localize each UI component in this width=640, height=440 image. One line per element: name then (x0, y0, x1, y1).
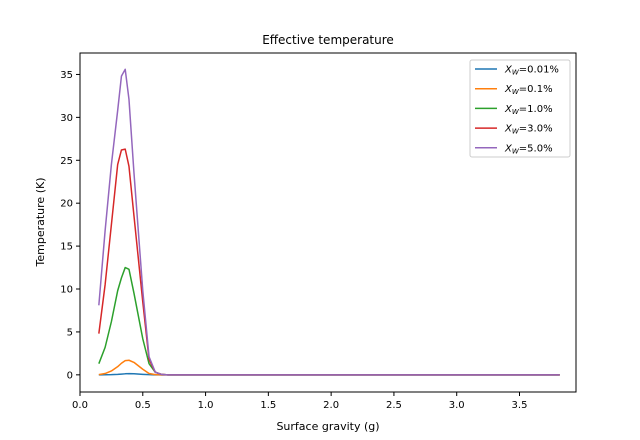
legend-label-symbol: X (504, 84, 513, 95)
legend-entry: XW=3.0% (475, 124, 553, 136)
x-tick-label: 3.5 (512, 400, 528, 411)
legend-label-symbol: X (504, 124, 513, 135)
legend-label: XW=5.0% (504, 143, 553, 155)
x-tick-label: 1.0 (198, 400, 214, 411)
y-tick-label: 20 (60, 199, 73, 210)
y-axis: 0 5 10 15 20 25 30 35 (60, 70, 80, 381)
x-tick-label: 1.5 (260, 400, 276, 411)
x-tick-label: 3.0 (449, 400, 465, 411)
legend-label-symbol: X (504, 65, 513, 76)
chart-title: Effective temperature (262, 33, 394, 47)
legend-entry: XW=1.0% (475, 104, 553, 116)
y-tick-label: 5 (67, 327, 73, 338)
y-axis-label: Temperature (K) (34, 178, 47, 268)
legend-label-value: =5.0% (519, 143, 553, 154)
y-tick-label: 15 (60, 242, 73, 253)
x-axis: 0.0 0.5 1.0 1.5 2.0 2.5 3.0 3.5 (72, 392, 527, 411)
x-tick-label: 2.0 (323, 400, 339, 411)
legend-box (469, 59, 571, 158)
legend-label-subscript: W (512, 128, 520, 136)
legend-label-value: =0.1% (519, 84, 553, 95)
x-tick-label: 0.5 (135, 400, 151, 411)
axes-frame (79, 52, 577, 393)
legend-label: XW=0.1% (504, 84, 553, 96)
legend-label-subscript: W (512, 147, 520, 155)
series-line (98, 68, 560, 376)
x-tick-label: 0.0 (72, 400, 88, 411)
y-tick-label: 25 (60, 156, 73, 167)
y-tick-label: 10 (60, 285, 73, 296)
legend-label: XW=0.01% (504, 65, 559, 77)
legend-label-value: =0.01% (519, 65, 559, 76)
legend-label-subscript: W (512, 88, 520, 96)
legend-label-value: =1.0% (519, 104, 553, 115)
legend-label-value: =3.0% (519, 124, 553, 135)
legend-entry: XW=0.01% (475, 65, 559, 77)
legend-label: XW=1.0% (504, 104, 553, 116)
y-tick-label: 0 (67, 370, 73, 381)
legend-entry: XW=5.0% (475, 143, 553, 155)
y-tick-label: 35 (60, 70, 73, 81)
legend-label-subscript: W (512, 108, 520, 116)
legend-label-subscript: W (512, 69, 520, 77)
legend-label-symbol: X (504, 143, 513, 154)
legend-label: XW=3.0% (504, 124, 553, 136)
series-group (98, 68, 560, 376)
x-tick-label: 2.5 (386, 400, 402, 411)
legend-entry: XW=0.1% (475, 84, 553, 96)
legend-label-symbol: X (504, 104, 513, 115)
x-axis-label: Surface gravity (g) (276, 420, 379, 433)
y-tick-label: 30 (60, 113, 73, 124)
legend: XW=0.01%XW=0.1%XW=1.0%XW=3.0%XW=5.0% (469, 59, 571, 158)
